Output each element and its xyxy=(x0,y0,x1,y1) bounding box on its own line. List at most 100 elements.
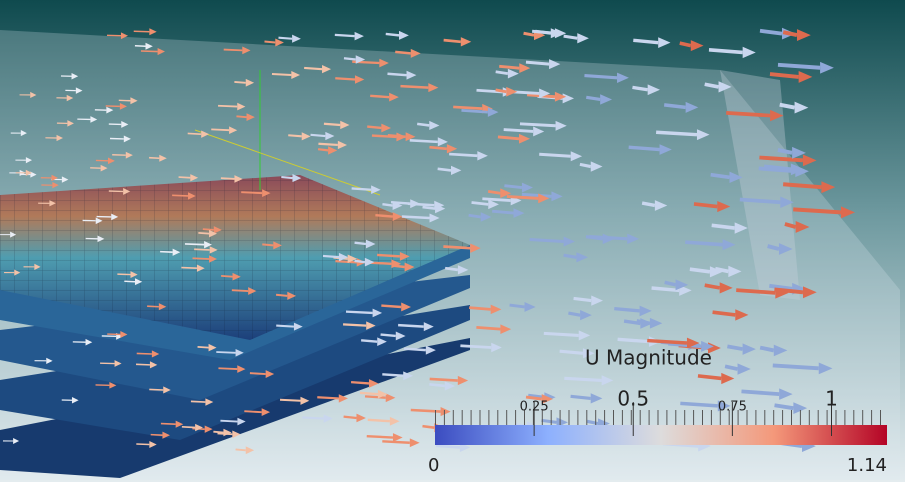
flow-arrow xyxy=(185,244,204,245)
flow-arrow xyxy=(429,147,446,149)
flow-arrow xyxy=(586,97,600,99)
flow-arrow xyxy=(160,252,173,253)
flow-arrow xyxy=(250,373,266,374)
flow-arrow xyxy=(346,312,373,313)
flow-arrow xyxy=(410,140,438,142)
flow-arrow xyxy=(386,34,399,35)
flow-arrow xyxy=(264,42,275,43)
flow-arrow xyxy=(335,78,355,79)
flow-arrow xyxy=(472,203,489,205)
flow-arrow xyxy=(288,135,301,136)
flow-arrow xyxy=(522,194,552,196)
flow-arrow xyxy=(354,261,364,262)
flow-arrow xyxy=(633,40,658,42)
flow-arrow xyxy=(499,66,519,68)
flow-arrow xyxy=(352,188,371,189)
flow-arrow xyxy=(372,136,397,137)
flow-arrow xyxy=(335,261,356,262)
flow-arrow xyxy=(665,282,676,284)
flow-arrow xyxy=(324,124,340,125)
colorbar xyxy=(435,425,887,445)
flow-arrow xyxy=(430,379,458,381)
flow-arrow xyxy=(445,268,458,270)
flow-arrow xyxy=(149,158,159,159)
flow-arrow xyxy=(444,40,461,42)
flow-arrow xyxy=(280,400,300,401)
flow-arrow xyxy=(469,215,481,217)
flow-arrow xyxy=(181,268,197,269)
flow-arrow xyxy=(318,144,337,145)
flow-arrow xyxy=(404,349,426,351)
flow-arrow xyxy=(244,411,261,412)
flow-arrow xyxy=(438,169,451,171)
flow-arrow xyxy=(530,240,564,242)
colorbar-tick-label: 0.5 xyxy=(617,387,649,411)
flow-arrow xyxy=(262,244,273,245)
flow-arrow xyxy=(377,255,400,256)
flow-arrow xyxy=(188,133,201,134)
flow-arrow xyxy=(504,186,522,188)
flow-arrow xyxy=(149,389,163,390)
flow-arrow xyxy=(304,68,322,69)
page: U Magnitude 0.250.50.751 0 1.14 (() => {… xyxy=(0,0,905,482)
flow-arrow xyxy=(656,132,697,134)
flow-arrow xyxy=(134,31,150,32)
flow-arrow xyxy=(193,258,210,259)
flow-arrow xyxy=(191,401,205,402)
flow-arrow xyxy=(652,288,680,290)
flow-arrow xyxy=(272,74,291,75)
flow-arrow xyxy=(560,351,583,353)
flow-arrow xyxy=(351,382,369,383)
flow-arrow xyxy=(203,229,214,230)
flow-arrow xyxy=(460,346,491,348)
flow-arrow xyxy=(488,191,500,193)
flow-arrow xyxy=(216,352,235,353)
colorbar-min-label: 0 xyxy=(428,455,439,476)
flow-arrow xyxy=(137,353,152,354)
flow-arrow xyxy=(526,62,549,64)
flow-arrow xyxy=(236,449,246,450)
flow-arrow xyxy=(507,196,538,198)
flow-arrow xyxy=(218,433,233,434)
flow-arrow xyxy=(382,374,403,375)
flow-arrow xyxy=(221,276,232,277)
colorbar-tick-label: 0.75 xyxy=(718,400,747,415)
flow-arrow xyxy=(395,52,411,53)
flow-arrow xyxy=(469,308,491,310)
flow-arrow xyxy=(343,324,366,325)
flow-arrow xyxy=(629,147,660,149)
flow-arrow xyxy=(136,364,150,365)
flow-arrow xyxy=(461,110,487,112)
flow-arrow xyxy=(387,74,406,75)
flow-arrow xyxy=(382,204,392,205)
flow-arrow xyxy=(220,421,237,422)
flow-arrow xyxy=(647,341,687,343)
flow-arrow xyxy=(453,107,482,109)
flow-arrow xyxy=(234,82,245,83)
flow-arrow xyxy=(564,378,601,380)
flow-arrow xyxy=(498,137,519,139)
flow-arrow xyxy=(367,127,381,128)
flow-arrow xyxy=(323,256,339,257)
flow-arrow xyxy=(532,31,555,33)
flow-arrow xyxy=(335,35,355,36)
flow-arrow xyxy=(400,86,428,88)
flow-arrow xyxy=(381,335,396,336)
flow-arrow xyxy=(360,393,378,394)
flow-arrow xyxy=(355,243,366,244)
flow-arrow xyxy=(391,202,410,203)
flow-arrow xyxy=(224,50,243,51)
flow-arrow xyxy=(568,313,580,315)
flow-arrow xyxy=(422,426,434,428)
flow-arrow xyxy=(370,96,389,97)
flow-arrow xyxy=(179,177,191,178)
flow-arrow xyxy=(151,435,163,436)
flow-arrow xyxy=(213,432,223,433)
flow-arrow xyxy=(574,298,592,300)
flow-arrow xyxy=(637,321,650,323)
flow-arrow xyxy=(589,237,627,239)
visualization: U Magnitude 0.250.50.751 0 1.14 xyxy=(0,0,905,482)
flow-arrow xyxy=(232,290,248,291)
flow-arrow xyxy=(302,417,323,418)
flow-arrow xyxy=(318,149,328,150)
